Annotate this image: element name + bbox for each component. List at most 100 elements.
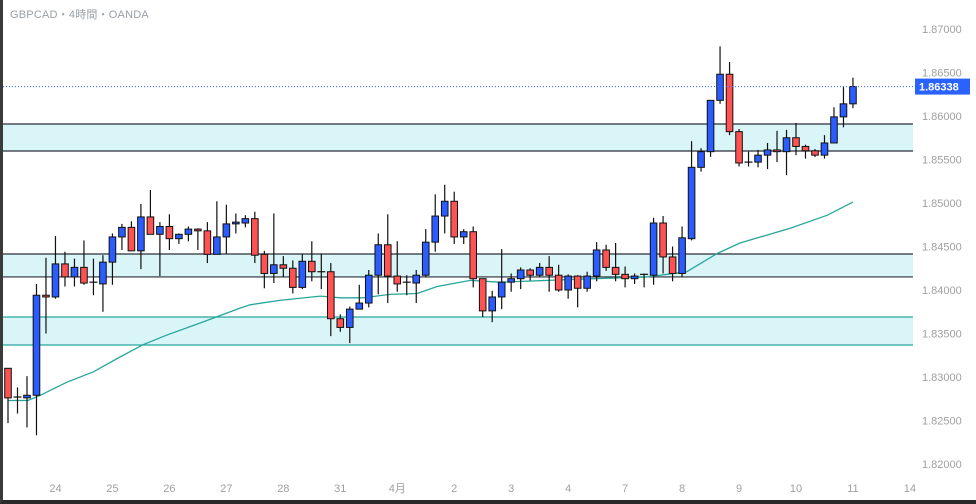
- candle[interactable]: [735, 129, 743, 167]
- candle-body: [839, 103, 848, 118]
- candle[interactable]: [99, 255, 107, 312]
- candle[interactable]: [80, 240, 88, 285]
- candle-body: [232, 221, 240, 225]
- candle[interactable]: [336, 314, 345, 332]
- candle[interactable]: [412, 269, 421, 304]
- candle[interactable]: [659, 216, 667, 274]
- candle[interactable]: [668, 246, 677, 282]
- candle[interactable]: [706, 99, 715, 157]
- candle[interactable]: [421, 229, 430, 277]
- candle[interactable]: [251, 211, 259, 264]
- candle[interactable]: [839, 86, 848, 128]
- candle[interactable]: [811, 149, 819, 157]
- candle[interactable]: [298, 254, 307, 290]
- candle[interactable]: [222, 204, 231, 254]
- candle[interactable]: [792, 122, 800, 156]
- candle[interactable]: [4, 367, 12, 424]
- candle[interactable]: [849, 77, 857, 109]
- candle[interactable]: [573, 275, 582, 308]
- candle[interactable]: [23, 376, 31, 428]
- candle[interactable]: [165, 214, 174, 250]
- candle[interactable]: [678, 226, 686, 277]
- candle[interactable]: [602, 244, 610, 271]
- candle[interactable]: [32, 283, 41, 436]
- candle[interactable]: [754, 149, 762, 168]
- candle[interactable]: [592, 242, 601, 282]
- moving-average-line: [8, 201, 854, 402]
- time-axis[interactable]: 24 25 26 27 28 31 4月 2 3 4 7 8 9 10 11 14: [49, 483, 916, 495]
- candle[interactable]: [89, 258, 98, 296]
- candle[interactable]: [516, 267, 525, 290]
- candle[interactable]: [801, 144, 810, 159]
- candle[interactable]: [649, 217, 658, 285]
- candle[interactable]: [583, 271, 591, 292]
- candle[interactable]: [431, 194, 440, 252]
- candle[interactable]: [279, 256, 288, 277]
- candle[interactable]: [545, 256, 553, 292]
- candle[interactable]: [478, 278, 487, 317]
- candle[interactable]: [364, 269, 373, 308]
- candle[interactable]: [213, 201, 221, 255]
- candle[interactable]: [830, 107, 838, 144]
- candle[interactable]: [241, 215, 250, 228]
- price-axis[interactable]: 1.82000 1.82500 1.83000 1.83500 1.84000 1.845…: [915, 24, 970, 471]
- candle[interactable]: [773, 130, 781, 163]
- candle[interactable]: [355, 284, 364, 310]
- candle[interactable]: [203, 222, 212, 264]
- candle[interactable]: [137, 203, 145, 270]
- candle-body: [564, 275, 572, 291]
- candle[interactable]: [744, 151, 753, 167]
- candle-body: [42, 294, 50, 298]
- y-tick-label: 1.85000: [922, 198, 962, 210]
- candle[interactable]: [440, 184, 449, 234]
- candle[interactable]: [156, 222, 164, 277]
- candle[interactable]: [146, 189, 155, 235]
- candle[interactable]: [13, 387, 22, 414]
- candle[interactable]: [308, 241, 316, 282]
- candle[interactable]: [194, 228, 202, 250]
- candle[interactable]: [118, 223, 126, 250]
- candle[interactable]: [716, 46, 724, 104]
- candle[interactable]: [184, 226, 193, 242]
- candle[interactable]: [459, 229, 468, 244]
- candle[interactable]: [725, 62, 734, 136]
- candle[interactable]: [763, 142, 772, 170]
- candle[interactable]: [611, 243, 620, 282]
- candle[interactable]: [42, 257, 50, 334]
- candle[interactable]: [640, 273, 649, 288]
- candle[interactable]: [232, 213, 240, 234]
- candle[interactable]: [345, 306, 354, 344]
- candle[interactable]: [51, 236, 60, 299]
- candle[interactable]: [497, 249, 506, 310]
- candle[interactable]: [289, 260, 297, 294]
- candle[interactable]: [326, 263, 335, 337]
- candle[interactable]: [393, 241, 402, 292]
- candle[interactable]: [270, 213, 278, 284]
- candle[interactable]: [507, 273, 515, 292]
- candle[interactable]: [127, 221, 136, 252]
- candle[interactable]: [61, 251, 69, 287]
- candle[interactable]: [687, 141, 696, 241]
- candle[interactable]: [488, 290, 496, 323]
- candle[interactable]: [697, 148, 705, 172]
- candle[interactable]: [621, 266, 629, 288]
- candle[interactable]: [450, 191, 459, 244]
- candle[interactable]: [402, 275, 411, 296]
- candle[interactable]: [526, 268, 534, 281]
- candle[interactable]: [374, 233, 383, 295]
- candle[interactable]: [554, 264, 563, 292]
- candle[interactable]: [260, 250, 269, 289]
- candle-body: [678, 237, 686, 274]
- candle[interactable]: [317, 253, 326, 290]
- candle[interactable]: [564, 274, 572, 299]
- candle[interactable]: [630, 273, 639, 284]
- candle[interactable]: [70, 258, 79, 287]
- candle[interactable]: [820, 135, 829, 159]
- candle[interactable]: [782, 129, 791, 176]
- candle[interactable]: [383, 214, 392, 304]
- candle[interactable]: [469, 226, 478, 288]
- candle[interactable]: [535, 263, 544, 277]
- candle[interactable]: [108, 233, 117, 285]
- candle[interactable]: [175, 233, 183, 244]
